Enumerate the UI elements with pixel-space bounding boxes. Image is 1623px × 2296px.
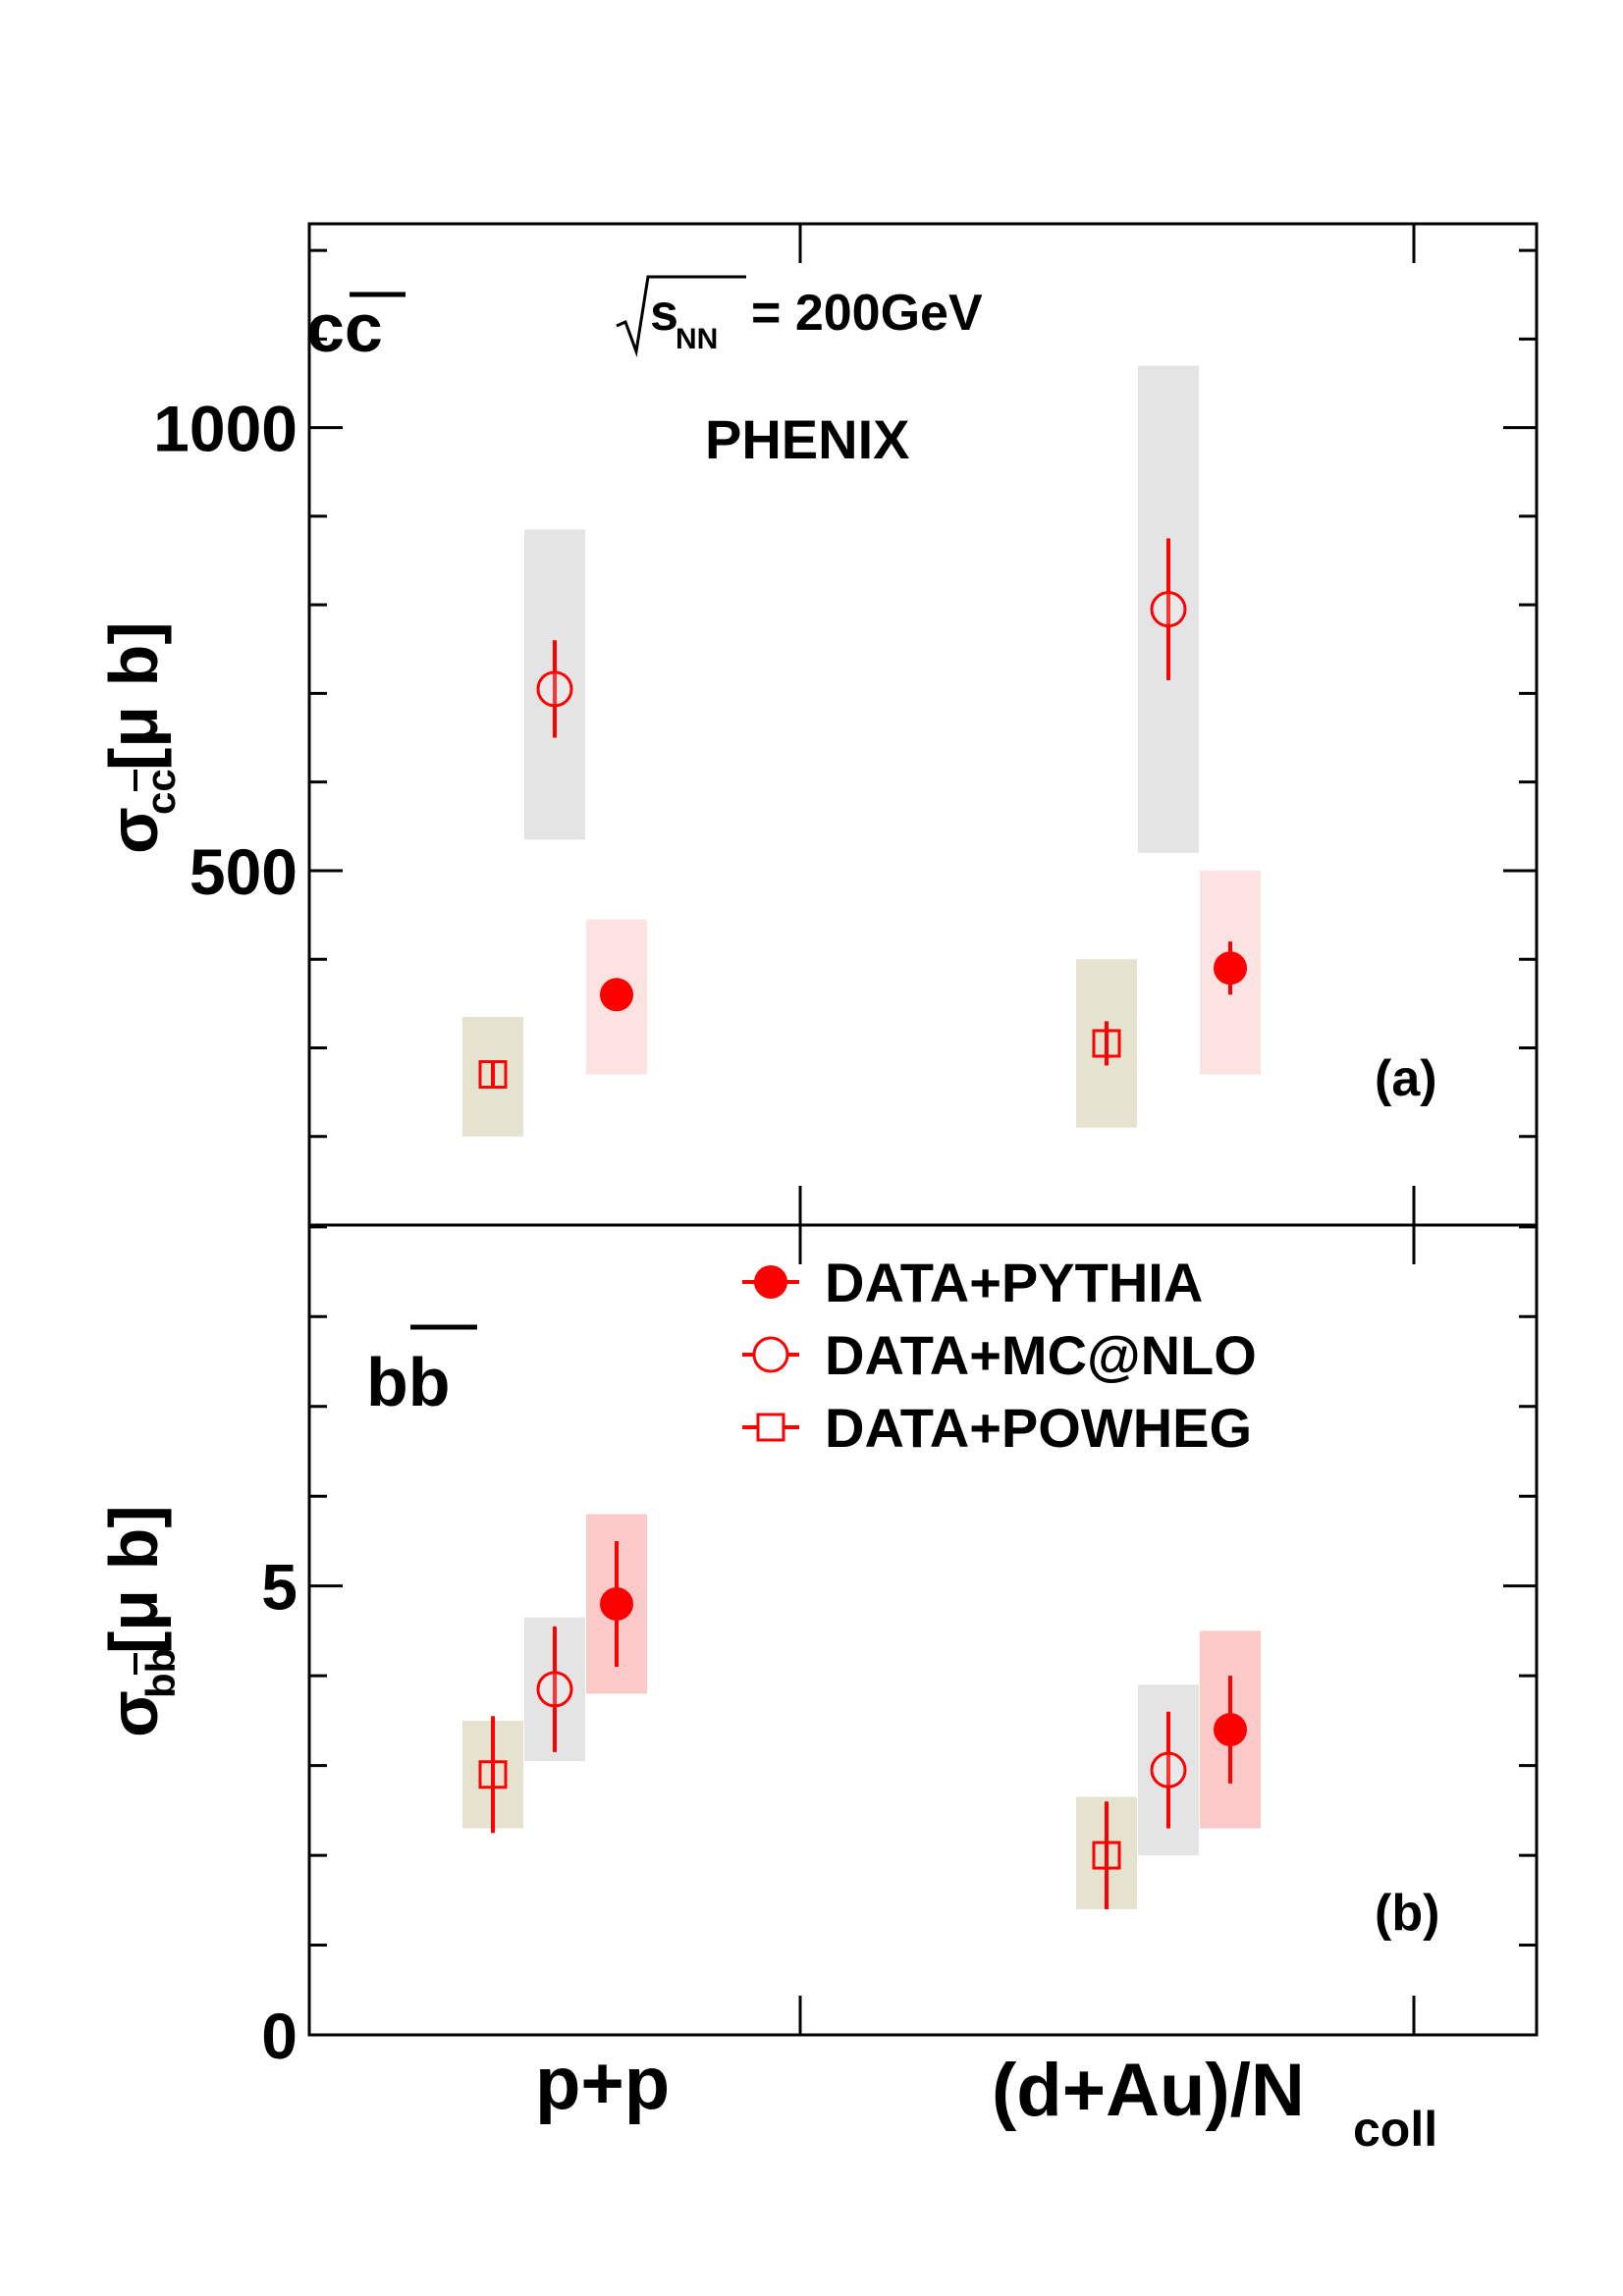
powheg-marker xyxy=(1092,1841,1121,1870)
y-tick-label: 5 xyxy=(261,1551,298,1624)
panel-b-axis-ticks: 05 xyxy=(261,1225,1537,2072)
ylabel-unit: [μ b] xyxy=(95,1505,172,1654)
powheg-marker xyxy=(478,1060,508,1090)
pythia-marker xyxy=(1214,1713,1247,1747)
ylabel-sigma: σ xyxy=(95,1690,172,1737)
panel-a-label: (a) xyxy=(1375,1050,1437,1107)
quark-label-bb: bb xyxy=(366,1344,451,1420)
pythia-marker xyxy=(600,978,633,1012)
ylabel-sub: cc xyxy=(137,769,184,815)
mcatnlo-marker xyxy=(1150,1751,1187,1789)
legend-label: DATA+PYTHIA xyxy=(825,1252,1203,1313)
panel-b-label: (b) xyxy=(1375,1885,1439,1942)
energy-s: s xyxy=(650,285,678,342)
quark-label-cc: cc xyxy=(306,290,383,366)
x-label-dau: (d+Au)/N xyxy=(992,2049,1305,2132)
panel-a-y-axis-title: σ cc [μ b] xyxy=(95,621,184,854)
legend-entry: DATA+POWHEG xyxy=(742,1397,1252,1459)
panel-b-systematic-bands xyxy=(462,1514,1261,1909)
legend-entry: DATA+PYTHIA xyxy=(742,1252,1203,1313)
y-tick-label: 500 xyxy=(189,835,298,908)
x-label-dau-sub: coll xyxy=(1353,2102,1437,2157)
ylabel-sub: bb xyxy=(137,1648,184,1698)
legend-marker xyxy=(752,1336,789,1373)
mcatnlo-marker xyxy=(1150,591,1187,628)
panel-b-data-points xyxy=(478,1540,1247,1909)
energy-value: = 200GeV xyxy=(751,285,983,342)
legend: DATA+PYTHIA DATA+MC@NLO DATA+POWHEG xyxy=(742,1252,1257,1459)
panel-b-y-axis-title: σ bb [μ b] xyxy=(95,1505,184,1737)
panel-b-quark-label: bb xyxy=(366,1324,477,1420)
experiment-label: PHENIX xyxy=(705,408,910,470)
powheg-marker xyxy=(478,1760,508,1789)
pythia-marker xyxy=(600,1586,633,1621)
ylabel-unit: [μ b] xyxy=(95,621,172,771)
panel-a-quark-label: cc xyxy=(306,290,406,366)
powheg-marker xyxy=(1092,1029,1121,1058)
energy-label: s NN = 200GeV xyxy=(616,275,983,357)
ylabel-sigma: σ xyxy=(95,807,172,854)
panel-b-frame xyxy=(307,1223,1539,2037)
panel-a-axis-ticks: 500 1000 xyxy=(153,224,1537,1225)
y-tick-label: 1000 xyxy=(153,393,298,465)
panel-b-bbbar: 05 bb DATA+PYTHIADATA+MC@NLODATA+POWHEG … xyxy=(95,1223,1539,2157)
panel-a-data-points xyxy=(478,538,1247,1090)
legend-marker xyxy=(756,1413,785,1442)
legend-entry: DATA+MC@NLO xyxy=(742,1324,1257,1386)
y-tick-label: 0 xyxy=(261,2000,298,2072)
legend-label: DATA+POWHEG xyxy=(825,1397,1252,1459)
legend-label: DATA+MC@NLO xyxy=(825,1324,1257,1386)
mcatnlo-marker xyxy=(536,670,573,708)
panel-a-ccbar: 500 1000 cc s NN = 200GeV PHENIX (a) σ cc… xyxy=(95,222,1539,1227)
panel-a-systematic-bands xyxy=(462,365,1261,1137)
energy-sub: NN xyxy=(676,323,718,355)
mcatnlo-marker xyxy=(536,1671,573,1708)
x-axis-category-labels: p+p (d+Au)/N coll xyxy=(535,2042,1437,2157)
sqrt-symbol xyxy=(616,275,746,357)
pythia-marker xyxy=(1214,951,1247,986)
x-label-pp: p+p xyxy=(535,2042,670,2125)
legend-marker xyxy=(754,1265,787,1299)
